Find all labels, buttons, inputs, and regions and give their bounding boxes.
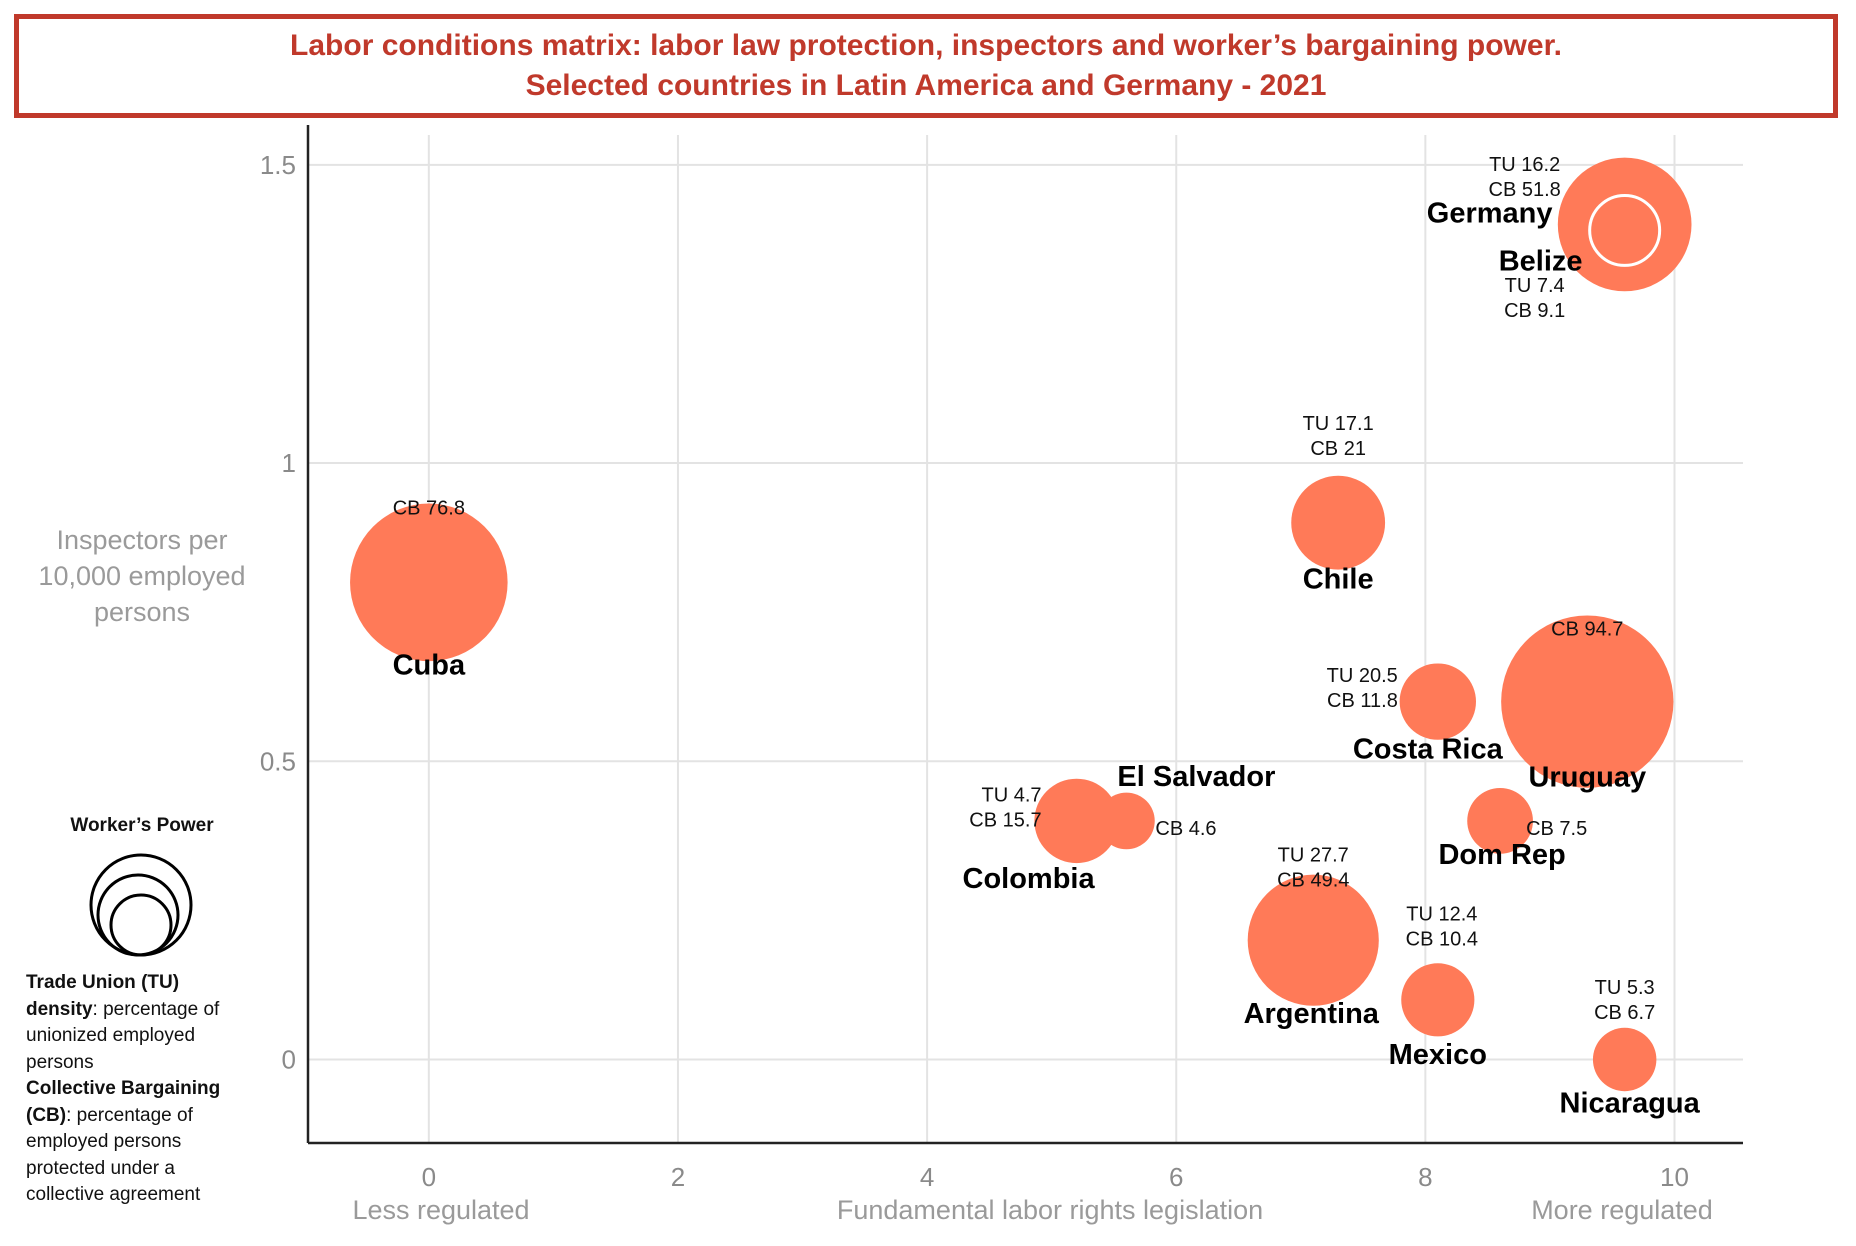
x-axis-label-right: More regulated <box>1531 1195 1713 1225</box>
x-axis-label: Fundamental labor rights legislation <box>837 1195 1263 1225</box>
x-tick-label: 8 <box>1418 1162 1432 1192</box>
data-label-belize: TU 7.4 <box>1505 275 1565 297</box>
x-tick-label: 0 <box>422 1162 436 1192</box>
legend-tu-term: Trade Union (TU) density <box>26 972 180 1020</box>
y-tick-label: 0 <box>282 1044 296 1074</box>
country-label-belize: Belize <box>1499 245 1583 277</box>
data-label-germany: TU 16.2 <box>1489 154 1560 176</box>
country-label-colombia: Colombia <box>963 863 1096 895</box>
data-label-argentina: CB 49.4 <box>1277 870 1349 892</box>
bubble-costa-rica <box>1399 663 1476 740</box>
bubble-el-salvador <box>1098 792 1155 850</box>
y-axis-label: Inspectors per 10,000 employed persons <box>38 525 246 627</box>
country-label-dom-rep: Dom Rep <box>1438 839 1565 871</box>
data-label-nicaragua: CB 6.7 <box>1594 1002 1655 1024</box>
data-label-nicaragua: TU 5.3 <box>1595 977 1655 999</box>
country-label-uruguay: Uruguay <box>1528 762 1646 794</box>
bubble-argentina <box>1247 874 1379 1006</box>
x-tick-label: 4 <box>920 1162 934 1192</box>
country-label-nicaragua: Nicaragua <box>1560 1087 1701 1119</box>
data-label-uruguay: CB 94.7 <box>1551 619 1623 641</box>
data-label-mexico: CB 10.4 <box>1406 928 1478 950</box>
data-label-belize: CB 9.1 <box>1504 300 1565 322</box>
legend-size-circles <box>89 853 193 957</box>
data-label-argentina: TU 27.7 <box>1278 845 1349 867</box>
country-label-cuba: Cuba <box>393 649 466 681</box>
data-label-costa-rica: CB 11.8 <box>1327 690 1398 712</box>
chart-title-line-1: Labor conditions matrix: labor law prote… <box>290 29 1562 62</box>
legend-tu-desc: : percentage of unionized employed perso… <box>26 998 220 1073</box>
x-tick-label: 10 <box>1660 1162 1689 1192</box>
x-tick-label: 6 <box>1169 1162 1183 1192</box>
data-label-cuba: CB 76.8 <box>393 497 465 519</box>
x-axis-label-left: Less regulated <box>352 1195 529 1225</box>
legend-cb-term: Collective Bargaining (CB) <box>26 1078 221 1126</box>
y-tick-label: 1 <box>282 448 296 478</box>
country-label-chile: Chile <box>1303 564 1374 596</box>
bubble-cuba <box>350 503 508 662</box>
bubble-uruguay <box>1501 615 1674 788</box>
data-label-germany: CB 51.8 <box>1489 179 1561 201</box>
data-label-el-salvador: CB 4.6 <box>1155 818 1216 840</box>
x-tick-label: 2 <box>671 1162 685 1192</box>
country-label-argentina: Argentina <box>1244 998 1380 1030</box>
data-label-colombia: CB 15.7 <box>969 809 1041 831</box>
data-label-dom-rep: CB 7.5 <box>1526 818 1587 840</box>
bubble-chile <box>1291 475 1386 570</box>
data-label-chile: TU 17.1 <box>1303 413 1374 435</box>
bubble-belize <box>1588 193 1662 267</box>
bubble-dom-rep <box>1467 788 1533 854</box>
data-label-chile: CB 21 <box>1310 438 1366 460</box>
bubble-nicaragua <box>1592 1027 1657 1092</box>
country-label-el-salvador: El Salvador <box>1117 761 1275 793</box>
legend-circle-small <box>109 893 173 957</box>
data-label-mexico: TU 12.4 <box>1406 903 1477 925</box>
y-tick-label: 1.5 <box>260 150 296 180</box>
chart-title-box: Labor conditions matrix: labor law prote… <box>14 14 1838 118</box>
legend-cb-desc: : percentage of employed persons protect… <box>26 1104 201 1206</box>
bubble-colombia <box>1034 778 1119 864</box>
country-label-mexico: Mexico <box>1389 1039 1487 1071</box>
country-label-costa-rica: Costa Rica <box>1353 734 1504 766</box>
y-tick-label: 0.5 <box>260 746 296 776</box>
legend-description: Trade Union (TU) density: percentage of … <box>26 970 256 1209</box>
country-label-germany: Germany <box>1427 197 1553 229</box>
chart-title-line-2: Selected countries in Latin America and … <box>525 69 1327 102</box>
bubble-mexico <box>1401 963 1475 1037</box>
legend-title: Worker’s Power <box>70 815 214 836</box>
data-label-colombia: TU 4.7 <box>982 784 1042 806</box>
data-label-costa-rica: TU 20.5 <box>1327 665 1398 687</box>
